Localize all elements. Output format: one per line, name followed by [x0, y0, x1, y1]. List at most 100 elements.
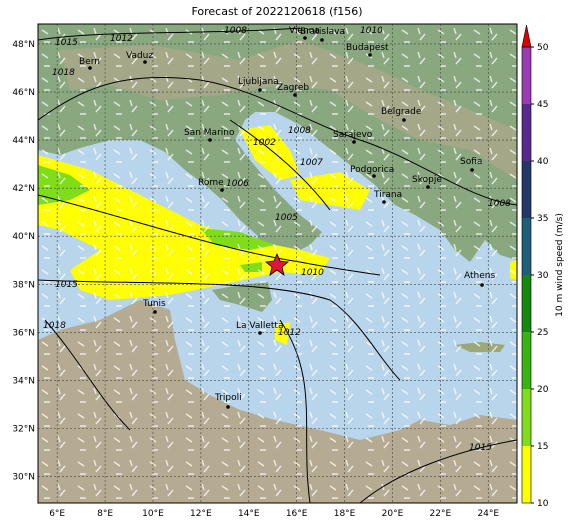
city-dot — [368, 53, 372, 57]
colorbar-extend — [521, 24, 532, 48]
map-frame — [37, 23, 518, 504]
isobar-label: 1012 — [110, 34, 133, 44]
city-dot — [480, 283, 484, 287]
city-label: Athens — [464, 271, 495, 281]
city-label: Tunis — [142, 299, 166, 309]
lon-tick-label: 18°E — [334, 509, 356, 519]
colorbar-band — [522, 218, 531, 275]
isobar-label: 1015 — [55, 280, 78, 290]
city-label: Vienna — [289, 26, 320, 36]
colorbar-tick-label: 35 — [537, 214, 548, 224]
graticule: 6°E 8°E 10°E 12°E 14°E 16°E 18°E 20°E 22°E 24°E 30… — [12, 24, 517, 519]
isobar-label: 1006 — [226, 179, 249, 189]
title: Forecast of 2022120618 (f156) — [191, 5, 362, 18]
lat-tick-label: 42°N — [12, 184, 35, 194]
city-dot — [470, 168, 474, 172]
isobar-label: 1018 — [43, 321, 66, 331]
lon-tick-label: 12°E — [190, 509, 212, 519]
isobar-label: 1018 — [52, 68, 75, 78]
colorbar-tick-label: 40 — [537, 157, 549, 167]
lat-tick-label: 32°N — [12, 424, 35, 434]
isobar-label: 1008 — [224, 26, 247, 36]
isobar-label: 1012 — [278, 328, 301, 338]
city-dot — [372, 174, 376, 178]
city-dot — [143, 60, 147, 64]
city-label: Bratislava — [300, 27, 345, 37]
lat-tick-label: 46°N — [12, 88, 35, 98]
city-label: Sofia — [460, 157, 482, 167]
isobar-label: 1015 — [469, 443, 492, 453]
isobar-label: 1008 — [288, 126, 311, 136]
isobar-label: 1008 — [488, 199, 511, 209]
colorbar-band — [522, 446, 531, 503]
city-label: Budapest — [346, 43, 389, 53]
city-dot — [293, 93, 297, 97]
lat-tick-label: 48°N — [12, 40, 35, 50]
colorbar: 10 15 20 25 30 35 40 45 50 — [521, 24, 549, 509]
lon-tick-label: 10°E — [142, 509, 164, 519]
colorbar-tick-label: 30 — [537, 271, 549, 281]
lat-tick-label: 36°N — [12, 328, 35, 338]
city-label: La Valletta — [236, 321, 283, 331]
colorbar-band — [522, 161, 531, 218]
colorbar-tick-label: 10 — [537, 499, 549, 509]
lat-tick-label: 40°N — [12, 232, 35, 242]
city-dot — [226, 405, 230, 409]
colorbar-band — [522, 47, 531, 104]
city-dot — [258, 88, 262, 92]
isobars — [38, 27, 517, 503]
colorbar-tick-label: 15 — [537, 442, 548, 452]
city-label: Ljubljana — [238, 77, 279, 87]
city-label: Bern — [79, 57, 100, 67]
city-dot — [352, 140, 356, 144]
isobar-label: 1010 — [301, 268, 324, 278]
city-dot — [258, 331, 262, 335]
city-dot — [153, 310, 157, 314]
colorbar-band — [522, 104, 531, 161]
isobar-label: 1007 — [300, 158, 323, 168]
city-dot — [303, 36, 307, 40]
city-dot — [88, 66, 92, 70]
city-dot — [208, 138, 212, 142]
colorbar-tick-label: 25 — [537, 328, 548, 338]
isobar-label: 1010 — [360, 26, 383, 36]
city-label: Sarajevo — [333, 130, 373, 140]
lat-tick-label: 30°N — [12, 473, 35, 483]
lat-tick-label: 34°N — [12, 376, 35, 386]
lon-tick-label: 14°E — [238, 509, 260, 519]
colorbar-tick-label: 45 — [537, 100, 548, 110]
city-label: Tripoli — [214, 393, 242, 403]
city-label: Rome — [198, 178, 224, 188]
lon-tick-label: 6°E — [49, 509, 65, 519]
city-label: Podgorica — [350, 165, 394, 175]
colorbar-band — [522, 389, 531, 446]
isobar-label: 1002 — [253, 138, 276, 148]
lon-tick-label: 16°E — [286, 509, 308, 519]
city-label: Zagreb — [277, 83, 309, 93]
colorbar-band — [522, 332, 531, 389]
city-label: San Marino — [184, 128, 235, 138]
lon-tick-label: 20°E — [382, 509, 404, 519]
city-dot — [220, 188, 224, 192]
city-label: Vaduz — [126, 51, 153, 61]
isobar-label: 1005 — [275, 213, 298, 223]
lat-tick-label: 44°N — [12, 136, 35, 146]
forecast-point — [265, 252, 289, 276]
isobar-label: 1015 — [55, 38, 78, 48]
city-dot — [382, 200, 386, 204]
colorbar-tick-label: 50 — [537, 43, 549, 53]
city-dot — [402, 118, 406, 122]
colorbar-band — [522, 275, 531, 332]
lon-tick-label: 22°E — [430, 509, 452, 519]
city-label: Belgrade — [381, 107, 422, 117]
cities: Vienna Bratislava Budapest Bern Vaduz Lj… — [79, 26, 495, 409]
map-area — [38, 24, 517, 503]
isobar-labels: 1015 1012 1008 1010 1018 1008 1002 1007 … — [43, 26, 511, 453]
city-dot — [426, 185, 430, 189]
city-dot — [320, 38, 324, 42]
colorbar-tick-label: 20 — [537, 385, 549, 395]
lon-tick-label: 24°E — [477, 509, 499, 519]
lat-tick-label: 38°N — [12, 280, 35, 290]
lon-tick-label: 8°E — [97, 509, 113, 519]
